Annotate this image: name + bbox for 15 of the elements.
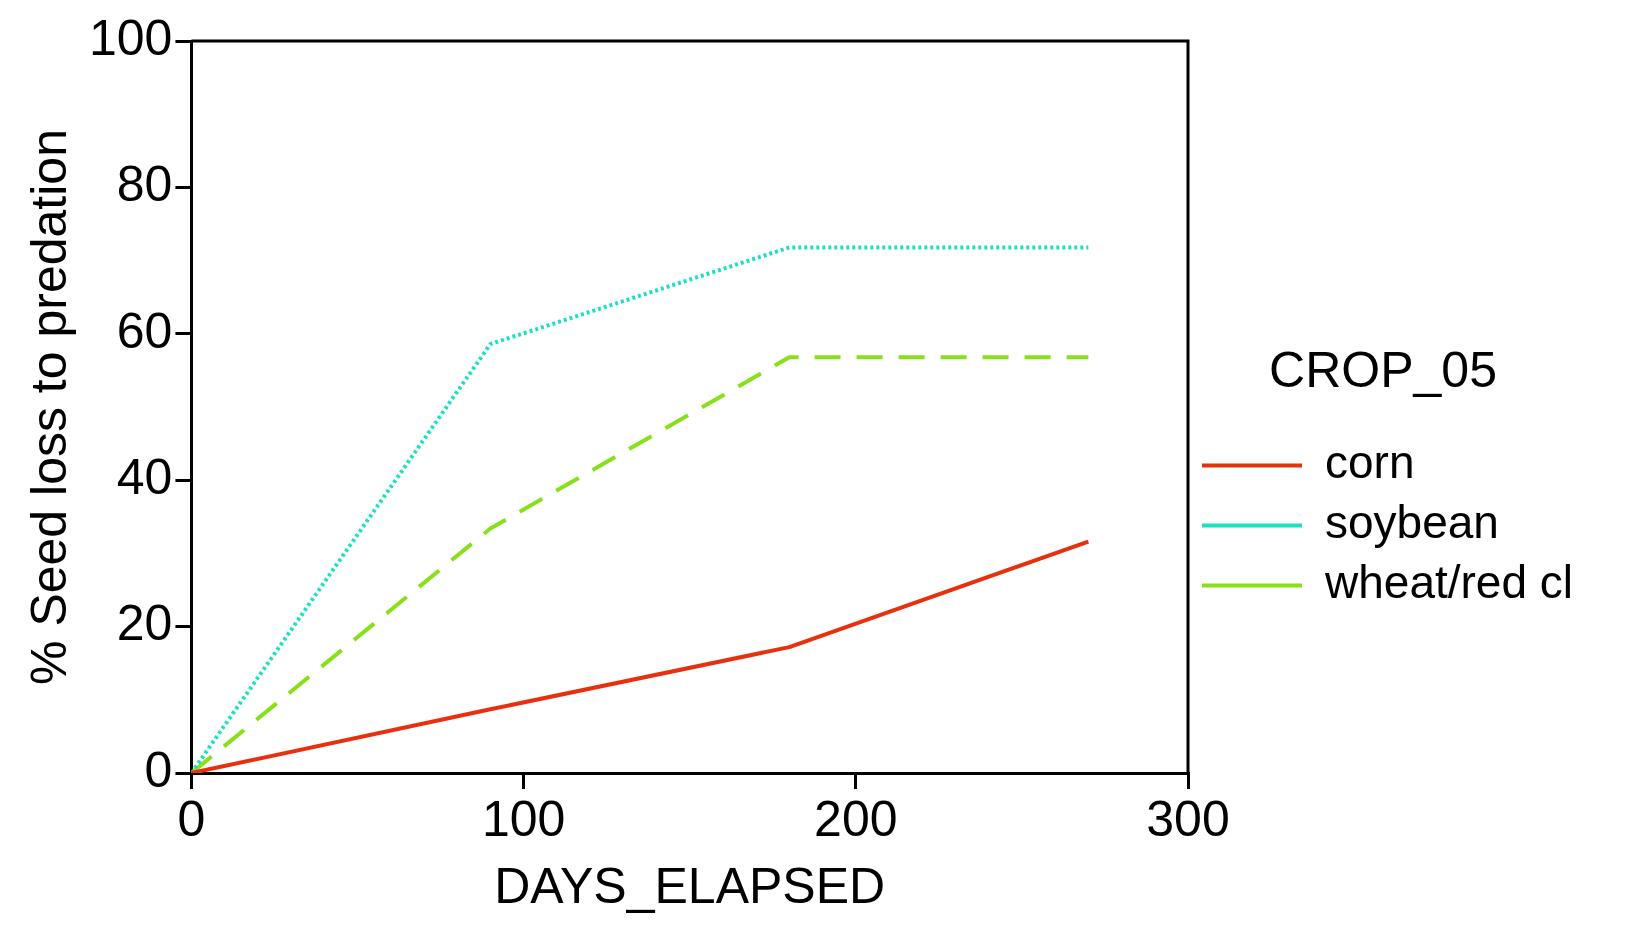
legend-label: wheat/red cl (1324, 556, 1574, 609)
y-tick-label: 0 (144, 741, 173, 798)
x-tick-label: 200 (814, 790, 898, 847)
x-tick-label: 100 (481, 790, 566, 847)
y-tick-label: 100 (88, 9, 173, 66)
y-tick-label: 20 (116, 595, 173, 652)
legend-label: soybean (1325, 496, 1499, 549)
x-tick-label: 300 (1146, 790, 1230, 847)
x-axis-title: DAYS_ELAPSED (494, 857, 886, 914)
y-tick-label: 80 (116, 156, 173, 213)
y-tick-label: 40 (116, 448, 173, 505)
y-axis-title: % Seed loss to predation (20, 129, 77, 685)
y-tick-label: 60 (116, 302, 173, 359)
legend-title: CROP_05 (1269, 342, 1497, 399)
legend-label: corn (1325, 436, 1415, 489)
